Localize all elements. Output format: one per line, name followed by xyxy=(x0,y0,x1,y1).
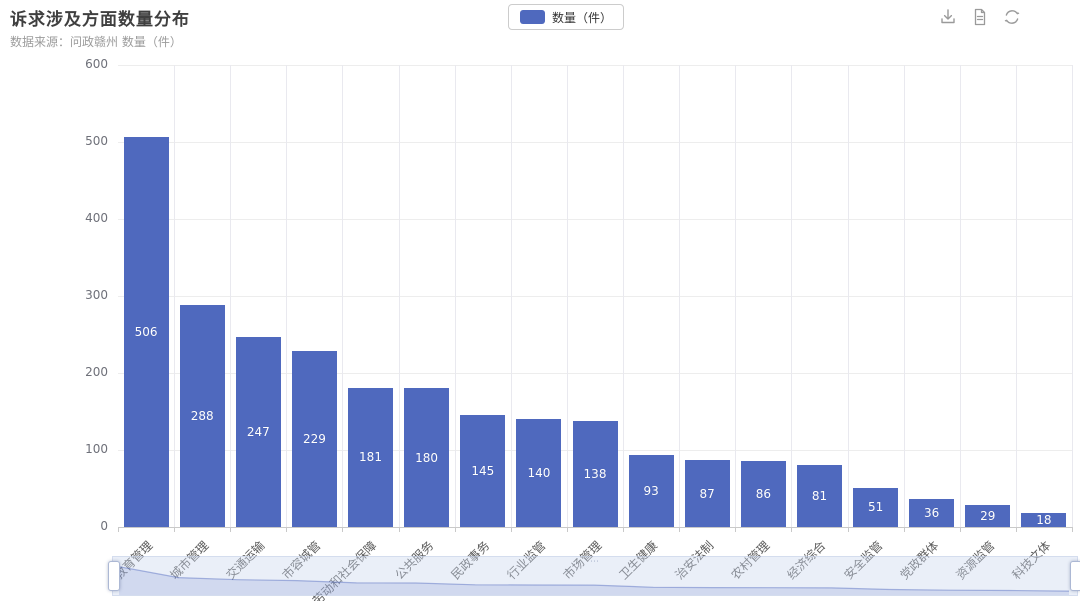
gridline-vertical xyxy=(567,65,568,527)
chart-toolbar xyxy=(938,7,1022,27)
bar-value-label: 145 xyxy=(471,464,495,479)
x-axis-tick xyxy=(904,527,905,532)
x-axis-tick xyxy=(342,527,343,532)
legend-swatch xyxy=(520,10,545,24)
x-axis-tick xyxy=(455,527,456,532)
datazoom-track[interactable]: ⋯ xyxy=(108,556,1080,596)
bar-value-label: 181 xyxy=(359,450,382,465)
gridline-horizontal xyxy=(118,65,1072,66)
x-axis-tick xyxy=(1016,527,1017,532)
gridline-vertical xyxy=(904,65,905,527)
bar-value-label: 140 xyxy=(527,466,551,481)
gridline-vertical xyxy=(623,65,624,527)
datazoom-data-shadow xyxy=(118,566,1070,595)
bar[interactable]: 145 xyxy=(460,415,506,527)
legend-item-count[interactable]: 数量（件） xyxy=(508,4,625,30)
x-axis-tick xyxy=(623,527,624,532)
bar-value-label: 87 xyxy=(699,486,715,501)
gridline-horizontal xyxy=(118,219,1072,220)
x-axis-tick xyxy=(679,527,680,532)
bar[interactable]: 87 xyxy=(684,460,730,527)
gridline-vertical xyxy=(174,65,175,527)
bar-value-label: 18 xyxy=(1036,513,1052,528)
x-axis-tick xyxy=(791,527,792,532)
bar[interactable]: 140 xyxy=(516,419,562,527)
y-axis-tick-label: 0 xyxy=(100,519,108,533)
y-axis-tick-label: 100 xyxy=(85,442,108,456)
x-axis-line xyxy=(118,527,1072,528)
bar[interactable]: 51 xyxy=(853,487,899,527)
x-axis-tick xyxy=(230,527,231,532)
x-axis-tick xyxy=(735,527,736,532)
refresh-icon[interactable] xyxy=(1002,7,1022,27)
datazoom-left-handle[interactable] xyxy=(108,561,120,591)
bar-value-label: 180 xyxy=(415,450,439,465)
legend-label: 数量（件） xyxy=(552,10,613,25)
bar-value-label: 229 xyxy=(302,431,326,446)
gridline-vertical xyxy=(286,65,287,527)
bar[interactable]: 506 xyxy=(123,137,169,527)
y-axis-tick-label: 600 xyxy=(85,57,108,71)
gridline-vertical xyxy=(342,65,343,527)
y-axis-tick-label: 200 xyxy=(85,365,108,379)
bar-value-label: 86 xyxy=(755,486,772,501)
bar-value-label: 36 xyxy=(924,506,940,521)
x-axis-tick xyxy=(174,527,175,532)
y-axis-tick-label: 500 xyxy=(85,134,108,148)
y-axis-tick-label: 300 xyxy=(85,288,108,302)
x-axis-tick xyxy=(960,527,961,532)
gridline-vertical xyxy=(230,65,231,527)
gridline-vertical xyxy=(399,65,400,527)
x-axis-tick xyxy=(1072,527,1073,532)
gridline-vertical xyxy=(1072,65,1073,527)
bar[interactable]: 181 xyxy=(348,387,393,527)
gridline-horizontal xyxy=(118,373,1072,374)
page-title: 诉求涉及方面数量分布 xyxy=(10,10,190,30)
data-view-icon[interactable] xyxy=(970,7,990,27)
bar[interactable]: 29 xyxy=(965,504,1011,527)
bar-value-label: 506 xyxy=(134,325,158,340)
bar[interactable]: 247 xyxy=(235,336,281,527)
gridline-vertical xyxy=(848,65,849,527)
gridline-horizontal xyxy=(118,296,1072,297)
bar[interactable]: 86 xyxy=(740,460,786,527)
gridline-vertical xyxy=(679,65,680,527)
bar[interactable]: 138 xyxy=(572,420,618,527)
gridline-vertical xyxy=(1016,65,1017,527)
bar-value-label: 93 xyxy=(643,484,659,499)
bar[interactable]: 93 xyxy=(628,455,674,527)
datazoom-right-handle[interactable] xyxy=(1070,561,1080,591)
x-axis-tick xyxy=(118,527,119,532)
bar[interactable]: 229 xyxy=(291,350,337,527)
gridline-horizontal xyxy=(118,142,1072,143)
gridline-vertical xyxy=(735,65,736,527)
bar-value-label: 51 xyxy=(867,500,884,515)
bar[interactable]: 180 xyxy=(404,388,450,527)
x-axis-tick xyxy=(286,527,287,532)
datazoom-grip-icon[interactable]: ⋯ xyxy=(590,557,600,567)
gridline-vertical xyxy=(455,65,456,527)
bar[interactable]: 288 xyxy=(179,305,225,527)
download-icon[interactable] xyxy=(938,7,958,27)
bar-value-label: 247 xyxy=(246,424,270,439)
gridline-vertical xyxy=(960,65,961,527)
bar-value-label: 288 xyxy=(190,409,214,424)
bar-value-label: 81 xyxy=(811,488,828,503)
y-axis-tick-label: 400 xyxy=(85,211,108,225)
data-source-note: 数据来源：问政赣州 数量（件） xyxy=(10,35,182,49)
x-axis-tick xyxy=(848,527,849,532)
bar[interactable]: 36 xyxy=(909,499,955,527)
x-axis-tick xyxy=(511,527,512,532)
gridline-vertical xyxy=(511,65,512,527)
x-axis-tick xyxy=(399,527,400,532)
bar-value-label: 138 xyxy=(583,466,607,481)
bar-value-label: 29 xyxy=(980,508,996,523)
bar[interactable]: 81 xyxy=(797,464,842,527)
bar[interactable]: 18 xyxy=(1021,513,1067,528)
gridline-vertical xyxy=(791,65,792,527)
x-axis-tick xyxy=(567,527,568,532)
